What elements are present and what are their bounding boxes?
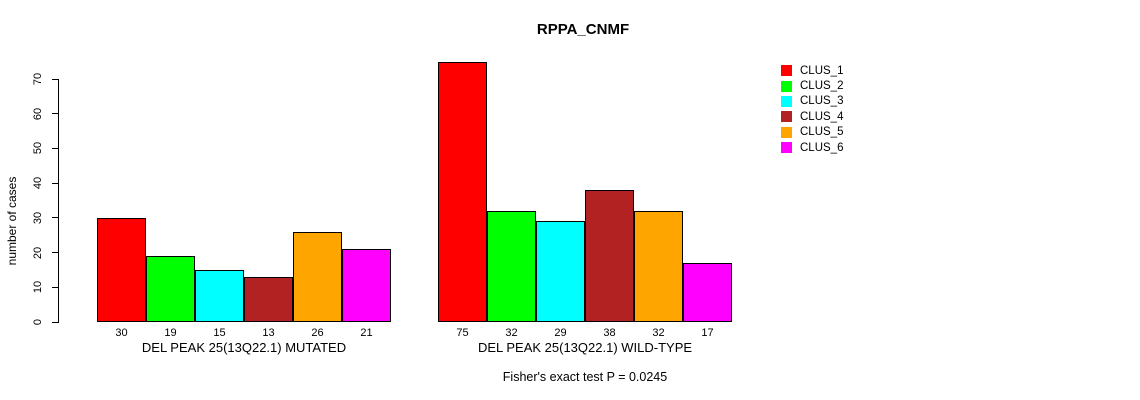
bar: [244, 276, 293, 322]
y-tick-label: 30: [32, 211, 44, 224]
bar-value-label: 32: [505, 327, 518, 339]
bar: [634, 210, 683, 322]
bar-value-label: 38: [603, 327, 616, 339]
y-tick: [52, 113, 59, 115]
bar-value-label: 30: [115, 327, 128, 339]
y-axis-line: [58, 79, 59, 323]
y-tick-label: 70: [32, 72, 44, 86]
y-tick: [52, 252, 59, 254]
bar-value-label: 21: [360, 327, 373, 339]
bar-value-label: 17: [701, 327, 714, 339]
bar: [146, 256, 195, 322]
legend-swatch: [781, 80, 792, 92]
legend-label: CLUS_5: [800, 126, 844, 139]
bar-value-label: 15: [213, 327, 226, 339]
y-tick: [52, 182, 59, 184]
bar-value-label: 26: [311, 327, 324, 339]
bar: [342, 249, 391, 322]
y-tick-label: 40: [32, 177, 44, 190]
legend-item: CLUS_6: [781, 140, 843, 155]
y-axis-label: number of cases: [5, 176, 19, 266]
legend-label: CLUS_3: [800, 95, 844, 108]
bar: [438, 61, 487, 322]
legend-swatch: [781, 126, 792, 138]
bar: [487, 210, 536, 322]
chart-title: RPPA_CNMF: [536, 21, 630, 38]
bar: [585, 190, 634, 322]
legend-swatch: [781, 65, 792, 77]
bar-value-label: 32: [652, 327, 665, 339]
legend-label: CLUS_6: [800, 141, 844, 154]
y-tick: [52, 286, 59, 288]
y-tick: [52, 78, 59, 80]
y-tick-label: 50: [32, 142, 44, 155]
legend-swatch: [781, 95, 792, 107]
legend-label: CLUS_4: [800, 110, 844, 123]
y-tick-label: 10: [32, 281, 44, 294]
bar: [195, 269, 244, 322]
bar-value-label: 29: [554, 327, 567, 339]
legend-swatch: [781, 142, 792, 154]
y-tick: [52, 217, 59, 219]
group-label: DEL PEAK 25(13Q22.1) MUTATED: [141, 340, 347, 355]
bar: [683, 262, 732, 322]
legend-item: CLUS_2: [781, 78, 843, 93]
y-tick-label: 20: [32, 246, 44, 259]
bar: [97, 217, 146, 322]
legend-item: CLUS_3: [781, 94, 843, 109]
footnote: Fisher's exact test P = 0.0245: [502, 370, 668, 384]
legend-label: CLUS_2: [800, 80, 844, 93]
y-tick: [52, 321, 59, 323]
legend-item: CLUS_5: [781, 125, 843, 140]
legend-label: CLUS_1: [800, 64, 844, 77]
legend-swatch: [781, 111, 792, 123]
y-tick-label: 0: [32, 318, 44, 326]
group-label: DEL PEAK 25(13Q22.1) WILD-TYPE: [477, 340, 693, 355]
bar: [293, 231, 342, 322]
bar-value-label: 13: [262, 327, 275, 339]
y-tick-label: 60: [32, 107, 44, 120]
legend: CLUS_1 CLUS_2 CLUS_3 CLUS_4 CLUS_5 CLUS_6: [781, 63, 843, 155]
bar-value-label: 75: [456, 327, 469, 339]
legend-item: CLUS_4: [781, 109, 843, 124]
legend-item: CLUS_1: [781, 63, 843, 78]
bar: [536, 221, 585, 322]
bar-value-label: 19: [164, 327, 177, 339]
y-tick: [52, 147, 59, 149]
